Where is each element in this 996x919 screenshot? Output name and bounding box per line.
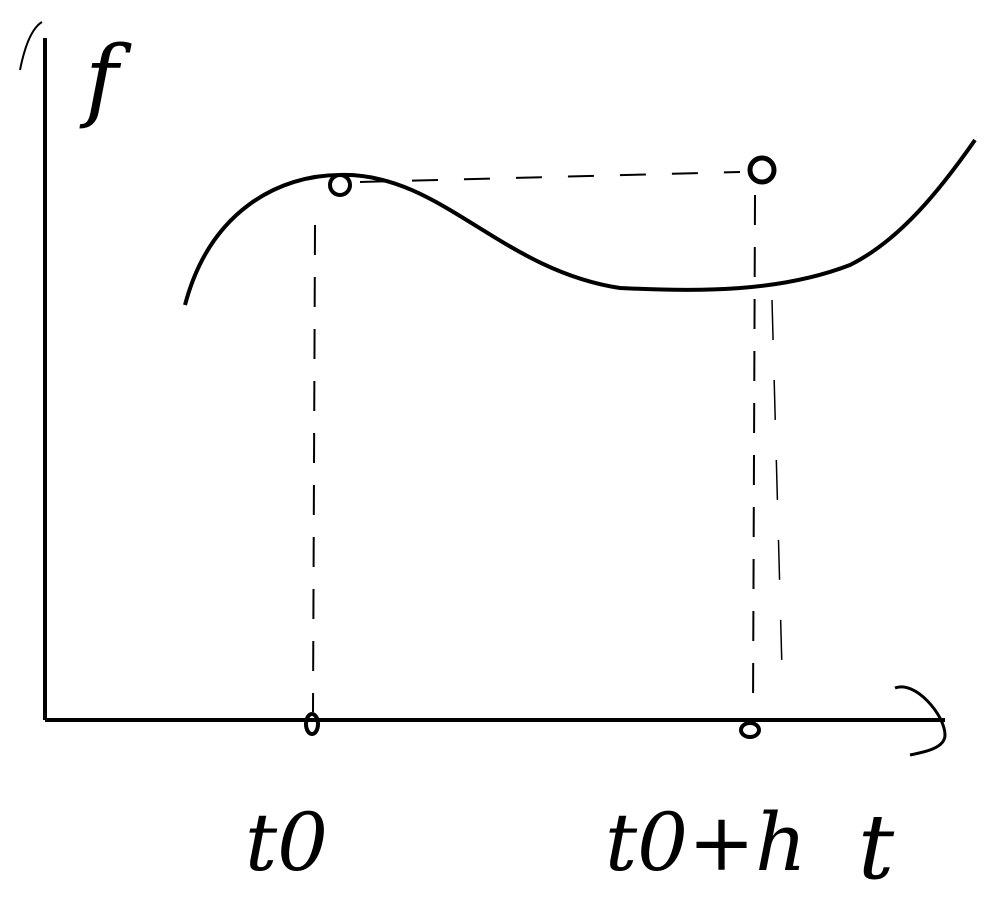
point-label: t0 xyxy=(245,796,328,889)
point-axis-t0h xyxy=(739,721,761,739)
guide-t0h xyxy=(752,194,756,713)
x-axis-arrow xyxy=(894,685,947,757)
point-label: t0+h xyxy=(605,796,807,889)
point-shifted xyxy=(747,155,777,185)
guide-horizontal xyxy=(359,171,741,183)
function-curve xyxy=(183,138,977,306)
guide-t0h-extra xyxy=(771,299,783,671)
point-curve-t0 xyxy=(328,173,352,197)
point-axis-t0 xyxy=(304,712,320,736)
guide-t0 xyxy=(312,224,316,713)
x-axis-label: t xyxy=(858,795,895,900)
y-axis-hook xyxy=(19,21,43,71)
